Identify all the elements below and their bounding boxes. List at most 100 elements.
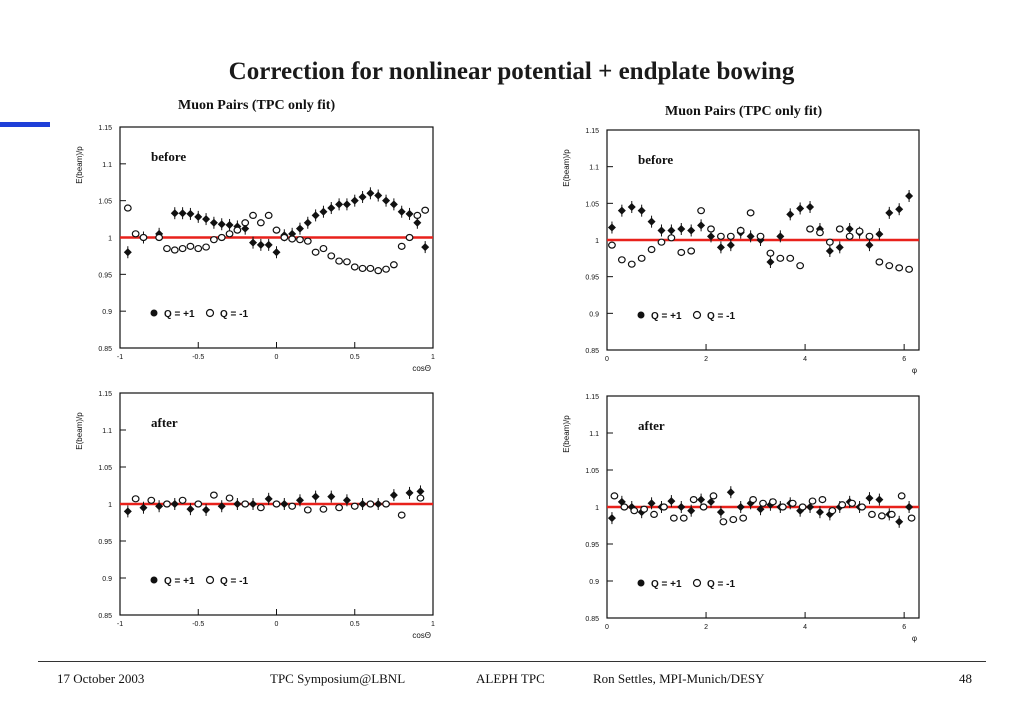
data-point-q-plus (139, 503, 148, 512)
legend-label-q-minus: Q = -1 (707, 311, 736, 322)
data-point-q-minus (897, 492, 906, 500)
data-point-q-plus (905, 192, 914, 200)
y-tick-label: 1 (595, 238, 599, 245)
y-tick-label: 1.05 (98, 465, 112, 472)
data-point-q-plus (241, 224, 250, 233)
y-tick-label: 0.95 (98, 539, 112, 546)
data-point-q-minus (610, 492, 619, 500)
data-point-q-minus (838, 501, 847, 509)
data-point-q-plus (217, 220, 226, 229)
y-tick-label: 1.15 (585, 128, 599, 135)
data-point-q-minus (249, 211, 257, 219)
data-point-q-plus (647, 217, 656, 226)
data-point-q-plus (358, 192, 367, 201)
legend-marker-open (205, 308, 215, 318)
data-point-q-plus (835, 243, 844, 252)
data-point-q-minus (303, 506, 312, 514)
data-point-q-plus (895, 517, 904, 526)
data-point-q-plus (716, 508, 725, 517)
data-point-q-minus (319, 505, 328, 513)
data-point-q-minus (677, 248, 686, 257)
data-point-q-minus (178, 244, 187, 253)
data-point-q-minus (256, 504, 265, 512)
data-point-q-minus (296, 236, 304, 244)
data-point-q-minus (264, 211, 273, 219)
data-point-q-minus (858, 503, 866, 511)
data-point-q-minus (366, 264, 375, 273)
data-point-q-minus (178, 496, 187, 504)
y-tick-label: 0.85 (98, 613, 112, 620)
data-point-q-plus (766, 258, 775, 266)
plot-title-phi: Muon Pairs (TPC only fit) (665, 104, 823, 119)
data-point-q-minus (303, 237, 312, 245)
data-point-q-plus (865, 241, 874, 250)
y-tick-label: 1.05 (585, 468, 599, 475)
data-point-q-minus (825, 238, 834, 246)
data-point-q-plus (303, 218, 312, 227)
data-point-q-plus (256, 240, 265, 249)
data-point-q-plus (217, 502, 226, 511)
x-tick-label: 4 (803, 356, 807, 363)
data-point-q-minus (907, 514, 916, 522)
chart-phi-before: 0.85 0.9 0.95 1 1.05 1.1 1.15 0 2 4 6φ E(beam)/p bef… (562, 128, 920, 375)
data-point-q-minus (756, 232, 765, 240)
data-point-q-plus (311, 492, 320, 501)
x-tick-label: 1 (431, 621, 435, 628)
data-point-q-minus (808, 497, 817, 505)
footer-rule (38, 661, 986, 662)
data-point-q-plus (374, 500, 383, 508)
data-point-q-plus (264, 494, 273, 503)
data-point-q-minus (707, 225, 715, 233)
data-point-q-plus (707, 232, 715, 241)
legend-label-q-plus: Q = +1 (164, 576, 195, 587)
x-tick-label: 0.5 (350, 354, 360, 361)
panel-label: before (638, 152, 673, 167)
data-point-q-minus (796, 262, 805, 270)
data-point-q-plus (806, 203, 815, 211)
legend-label-q-plus: Q = +1 (651, 579, 682, 590)
y-tick-label: 0.9 (589, 579, 599, 586)
data-point-q-minus (845, 232, 854, 240)
data-point-q-plus (627, 203, 636, 211)
data-point-q-minus (186, 242, 195, 250)
y-tick-label: 0.95 (585, 542, 599, 549)
x-axis-label: cosΘ (412, 631, 431, 640)
data-point-q-minus (627, 260, 636, 268)
y-tick-label: 0.95 (98, 272, 112, 279)
data-point-q-plus (382, 196, 391, 205)
chart-phi-after: 0.85 0.9 0.95 1 1.05 1.1 1.15 0 2 4 6φ E(beam)/p aft… (562, 394, 920, 643)
data-point-q-plus (335, 200, 344, 209)
data-point-q-plus (366, 189, 375, 198)
data-point-q-minus (241, 500, 250, 508)
x-tick-label: 0 (275, 621, 279, 628)
data-point-q-plus (707, 497, 715, 506)
data-point-q-minus (855, 227, 864, 235)
data-point-q-plus (607, 223, 616, 232)
data-point-q-minus (699, 503, 708, 511)
data-point-q-plus (123, 248, 132, 257)
legend-marker-open (692, 578, 702, 588)
data-point-q-minus (131, 495, 140, 503)
x-tick-label: 2 (704, 624, 708, 631)
y-tick-label: 1.15 (98, 391, 112, 398)
data-point-q-minus (163, 244, 171, 253)
data-point-q-minus (657, 238, 666, 246)
data-point-q-plus (327, 492, 336, 501)
data-point-q-minus (413, 211, 422, 219)
data-point-q-minus (608, 241, 616, 249)
data-point-q-minus (358, 264, 367, 273)
data-point-q-minus (288, 502, 297, 510)
data-point-q-minus (689, 496, 698, 504)
data-point-q-plus (647, 499, 656, 508)
data-point-q-plus (421, 243, 430, 252)
data-point-q-plus (170, 209, 179, 218)
y-tick-label: 0.85 (585, 348, 599, 355)
data-point-q-minus (131, 230, 140, 238)
data-point-q-minus (868, 510, 876, 519)
data-point-q-plus (405, 209, 414, 218)
data-point-q-plus (295, 496, 304, 505)
data-point-q-plus (687, 226, 696, 235)
data-point-q-minus (729, 515, 738, 524)
data-point-q-plus (186, 505, 195, 514)
